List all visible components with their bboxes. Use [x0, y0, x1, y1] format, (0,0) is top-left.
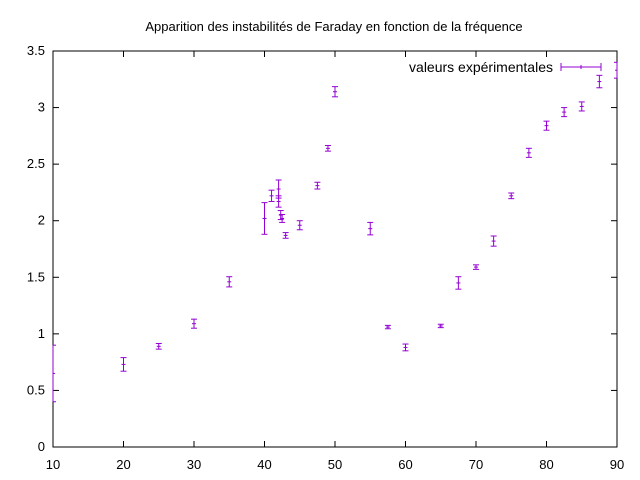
data-point-errorbar: [473, 264, 479, 270]
x-tick-label: 40: [257, 457, 271, 472]
data-point-errorbar: [384, 324, 391, 330]
data-point-errorbar: [314, 181, 321, 190]
y-tick-label: 0.5: [27, 382, 45, 397]
data-point-errorbar: [155, 342, 162, 350]
data-point-errorbar: [324, 144, 331, 152]
data-point-errorbar: [525, 147, 532, 158]
data-point-errorbar: [561, 107, 568, 118]
y-tick-label: 2.5: [27, 156, 45, 171]
y-tick-label: 1.5: [27, 269, 45, 284]
x-axis: 10 20 30 40 50 60 70 80 90: [46, 51, 624, 472]
data-point-errorbar: [268, 189, 275, 202]
data-point-errorbar: [455, 276, 462, 290]
data-point-errorbar: [578, 101, 585, 112]
data-point-errorbar: [490, 235, 497, 247]
x-tick-label: 70: [469, 457, 483, 472]
data-point-errorbar: [52, 344, 56, 403]
legend-label: valeurs expérimentales: [409, 59, 553, 75]
data-point-errorbar: [226, 276, 233, 288]
data-point-errorbar: [543, 120, 550, 131]
y-tick-label: 3: [38, 100, 45, 115]
x-tick-label: 60: [398, 457, 412, 472]
x-tick-label: 90: [610, 457, 624, 472]
y-axis: 0 0.5 1 1.5 2 2.5 3 3.5: [27, 43, 617, 454]
legend-errorbar-sample: [560, 63, 602, 71]
data-point-errorbar: [367, 221, 374, 236]
data-point-errorbar: [332, 86, 338, 98]
x-tick-label: 20: [116, 457, 130, 472]
y-tick-label: 1: [38, 326, 45, 341]
data-point-errorbar: [282, 232, 289, 239]
y-tick-label: 0: [38, 439, 45, 454]
x-tick-label: 30: [187, 457, 201, 472]
legend: valeurs expérimentales: [409, 59, 602, 75]
y-tick-label: 2: [38, 213, 45, 228]
chart-title: Apparition des instabilités de Faraday e…: [145, 19, 522, 34]
data-point-errorbar: [261, 202, 268, 235]
data-point-errorbar: [191, 318, 197, 329]
x-tick-label: 80: [539, 457, 553, 472]
y-tick-label: 3.5: [27, 43, 45, 58]
data-point-errorbar: [402, 343, 409, 352]
data-point-errorbar: [279, 213, 286, 223]
data-point-errorbar: [596, 74, 603, 89]
data-point-errorbar: [614, 61, 618, 79]
data-point-errorbar: [275, 195, 282, 208]
data-series: [52, 61, 618, 403]
data-point-errorbar: [437, 323, 444, 329]
data-point-errorbar: [120, 357, 127, 372]
x-tick-label: 10: [46, 457, 60, 472]
data-point-errorbar: [296, 220, 303, 231]
data-point-errorbar: [508, 192, 515, 200]
x-tick-label: 50: [328, 457, 342, 472]
